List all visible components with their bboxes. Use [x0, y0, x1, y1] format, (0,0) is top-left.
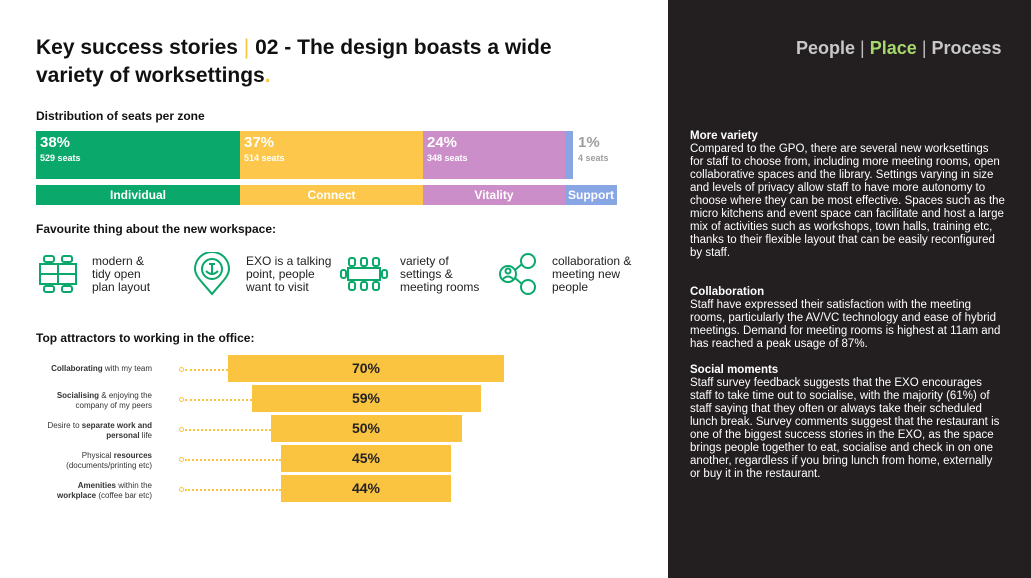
attractor-label: Physical resources (documents/printing et…: [66, 451, 152, 470]
zone-connect: Connect: [240, 185, 423, 205]
attractor-dot: [179, 457, 184, 462]
block-heading: More variety: [690, 130, 758, 142]
favourite-item: variety of settings & meeting rooms: [340, 252, 490, 296]
attractor-leader-line: [185, 369, 228, 371]
title-separator: |: [243, 36, 250, 59]
favourite-item: collaboration & meeting new people: [496, 252, 642, 296]
nav-process[interactable]: Process: [931, 38, 1002, 58]
left-panel: Key success stories | 02 - The design bo…: [36, 36, 642, 505]
attractors-label: Top attractors to working in the office:: [36, 331, 255, 345]
attractor-row: Amenities within the workplace (coffee ba…: [36, 475, 596, 505]
attractor-leader-line: [185, 399, 252, 401]
block-body: Staff have expressed their satisfaction …: [690, 299, 1001, 350]
attractor-dot: [179, 367, 184, 372]
section-nav: People | Place | Process: [796, 38, 1002, 58]
attractor-label: Amenities within the workplace (coffee ba…: [56, 481, 152, 500]
attractor-row: Physical resources (documents/printing et…: [36, 445, 596, 475]
block-body: Staff survey feedback suggests that the …: [690, 377, 1000, 480]
text-block-collaboration: Collaboration Staff have expressed their…: [690, 286, 1005, 351]
attractor-row: Socialising & enjoying the company of my …: [36, 385, 596, 415]
attractor-label: Desire to separate work and personal life: [47, 421, 152, 440]
distribution-label: Distribution of seats per zone: [36, 109, 205, 123]
attractor-dot: [179, 427, 184, 432]
location-pin-icon: [193, 252, 231, 296]
right-panel: People | Place | Process More variety Co…: [668, 0, 1031, 578]
attractor-leader-line: [185, 489, 281, 491]
segment-individual: 38% 529 seats: [36, 131, 240, 179]
zone-individual: Individual: [36, 185, 240, 205]
attractor-row: Collaborating with my team 70%: [36, 355, 596, 385]
block-heading: Collaboration: [690, 286, 765, 298]
attractor-leader-line: [185, 429, 271, 431]
segment-vitality: 24% 348 seats: [423, 131, 565, 179]
favourite-item: modern & tidy open plan layout: [36, 252, 162, 296]
page-title: Key success stories | 02 - The design bo…: [36, 36, 552, 87]
block-heading: Social moments: [690, 364, 779, 376]
attractor-dot: [179, 487, 184, 492]
zone-vitality: Vitality: [423, 185, 565, 205]
attractor-bar: 44%: [281, 475, 451, 502]
attractor-bar: 45%: [281, 445, 451, 472]
favourite-label: Favourite thing about the new workspace:: [36, 222, 277, 236]
attractor-label: Collaborating with my team: [51, 364, 152, 373]
favourite-item: EXO is a talking point, people want to v…: [190, 252, 334, 296]
people-network-icon: [499, 253, 536, 295]
text-block-variety: More variety Compared to the GPO, there …: [690, 130, 1005, 260]
attractor-bar: 50%: [270, 415, 462, 442]
zone-support: Support: [565, 185, 617, 205]
attractor-bar: 59%: [251, 385, 481, 412]
nav-people[interactable]: People: [796, 38, 856, 58]
title-dot: .: [264, 64, 271, 87]
attractor-row: Desire to separate work and personal life…: [36, 415, 596, 445]
open-plan-desks-icon: [39, 255, 77, 293]
meeting-table-icon: [340, 257, 388, 291]
attractor-bar: 70%: [228, 355, 504, 382]
attractor-leader-line: [185, 459, 281, 461]
text-block-social: Social moments Staff survey feedback sug…: [690, 364, 1005, 481]
attractor-label: Socialising & enjoying the company of my …: [56, 391, 152, 410]
attractor-dot: [179, 397, 184, 402]
segment-connect: 37% 514 seats: [240, 131, 423, 179]
block-body: Compared to the GPO, there are several n…: [690, 143, 1005, 259]
segment-support: [565, 131, 573, 179]
nav-place[interactable]: Place: [869, 38, 917, 58]
